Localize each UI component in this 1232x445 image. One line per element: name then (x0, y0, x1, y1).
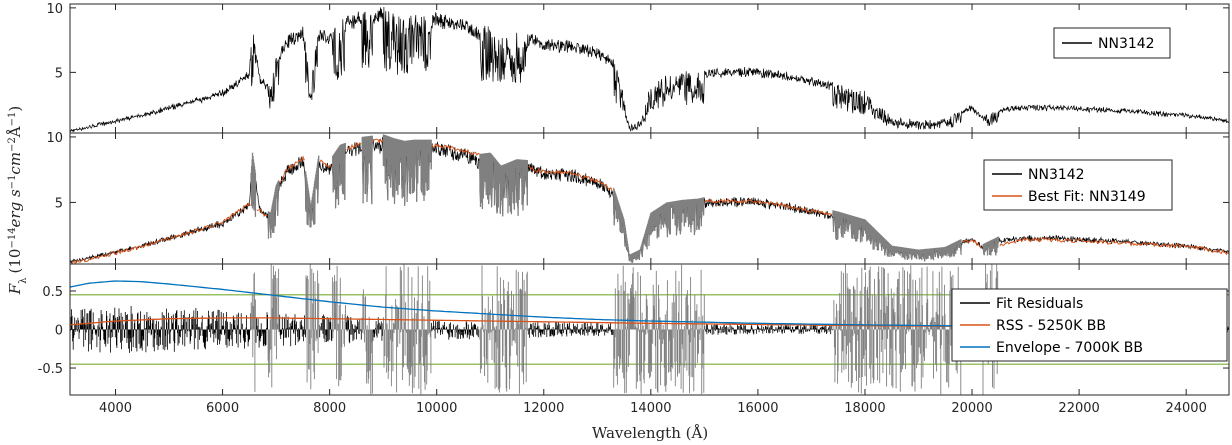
x-tick-label: 10000 (416, 401, 457, 416)
legend-entry: Envelope - 7000K BB (996, 340, 1143, 356)
series-line-nn3142 (70, 6, 1229, 133)
ylabel-subscript: λ (18, 277, 29, 284)
plot-area-bottom (70, 264, 1229, 395)
legend-entry: NN3142 (1098, 36, 1155, 52)
ylabel-close: ) (6, 106, 24, 112)
masked-residuals (250, 264, 1000, 395)
y-tick-label: 5 (55, 196, 63, 211)
x-tick-label: 18000 (844, 401, 885, 416)
x-tick-label: 22000 (1058, 401, 1099, 416)
y-tick-label: 10 (46, 2, 63, 17)
ylabel-cm: cm (6, 152, 24, 175)
y-tick-label: -0.5 (38, 362, 63, 377)
x-axis-label: Wavelength (Å) (592, 424, 708, 442)
y-axis-label: Fλ(10−14erg s−1cm−2Å−1) (6, 106, 29, 296)
x-tick-label: 4000 (99, 401, 132, 416)
ylabel-angstrom: Å (6, 126, 24, 138)
y-tick-label: 0 (55, 324, 63, 339)
legend-entry: Fit Residuals (996, 296, 1083, 312)
plot-area-middle (70, 134, 1229, 264)
legend-top: NN3142 (1053, 27, 1171, 59)
ylabel-erg: erg s (6, 189, 24, 227)
legend-box (983, 159, 1173, 211)
panel-middle: 5 10 NN3142 Best Fit: NN3149 (46, 131, 1230, 265)
svg-text:Fλ(10−14erg s−1cm−2Å−1): Fλ(10−14erg s−1cm−2Å−1) (6, 106, 29, 296)
x-tick-label: 12000 (523, 401, 564, 416)
panel-top: 5 10 NN3142 (46, 2, 1230, 134)
ylabel-exp2: −1 (7, 175, 18, 190)
y-tick-label: 10 (46, 131, 63, 146)
ylabel-exp3: −2 (7, 137, 18, 152)
x-tick-label: 6000 (206, 401, 239, 416)
legend-bottom: Fit Residuals RSS - 5250K BB Envelope - 70… (951, 288, 1228, 362)
x-tick-label: 14000 (630, 401, 671, 416)
legend-entry: Best Fit: NN3149 (1028, 189, 1146, 205)
plot-area-top (70, 6, 1229, 133)
panel-bottom: -0.5 0 0.5 4000 6000 8000 10000 12000 14000 16000… (38, 263, 1230, 416)
x-tick-label: 20000 (951, 401, 992, 416)
y-tick-label: 5 (55, 66, 63, 81)
x-tick-label: 8000 (313, 401, 346, 416)
legend-entry: NN3142 (1028, 167, 1085, 183)
legend-box (951, 288, 1228, 362)
legend-entry: RSS - 5250K BB (996, 318, 1106, 334)
series-line-best-fit (71, 138, 1229, 264)
legend-middle: NN3142 Best Fit: NN3149 (983, 159, 1173, 211)
masked-region-trace (250, 134, 1000, 263)
ylabel-symbol: F (6, 283, 24, 295)
ylabel-exp4: −1 (7, 112, 18, 127)
axes-frame-top (69, 3, 1230, 134)
y-tick-label: 0.5 (42, 285, 63, 300)
x-tick-label: 24000 (1165, 401, 1206, 416)
ylabel-exp1: −14 (7, 227, 18, 248)
x-tick-label: 16000 (737, 401, 778, 416)
ylabel-open: (10 (6, 249, 24, 274)
